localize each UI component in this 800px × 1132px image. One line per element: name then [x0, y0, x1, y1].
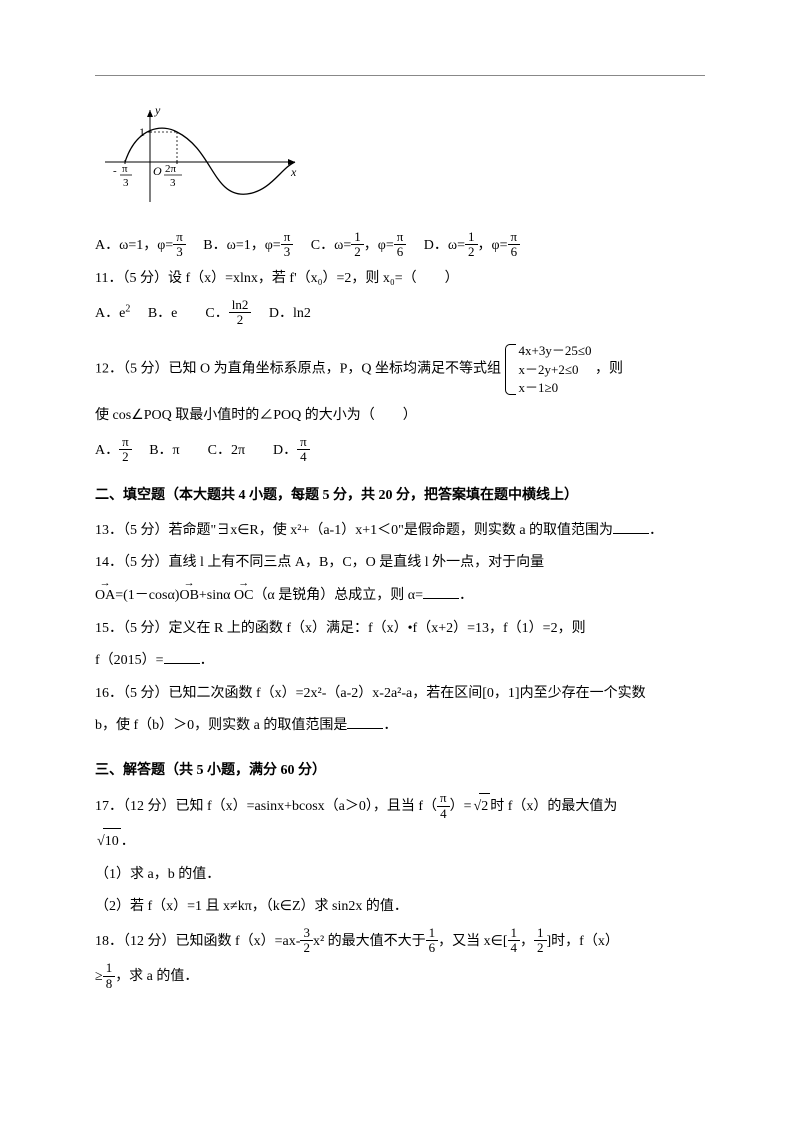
- q18-f2: 16: [426, 926, 439, 956]
- sine-svg: y x 1 O - π 3 2π 3: [95, 102, 305, 212]
- svg-text:1: 1: [139, 125, 145, 139]
- q16-line1: 16．（5 分）已知二次函数 f（x）=2x²-（a-2）x-2a²-a，若在区…: [95, 681, 705, 708]
- q10-a: A．ω=1，φ=: [95, 238, 173, 253]
- q17-part2: （2）若 f（x）=1 且 x≠kπ，（k∈Z）求 sin2x 的值．: [95, 894, 705, 921]
- q18-f1: 32: [300, 926, 313, 956]
- svg-text:2π: 2π: [165, 163, 177, 175]
- q12-system: 4x+3y－25≤0 x－2y+2≤0 x－1≥0: [505, 342, 592, 397]
- page-top-rule: [95, 75, 705, 76]
- q18-f3: 14: [508, 926, 521, 956]
- q11-options: A．e2 B．e C．ln22 D．ln2: [95, 299, 705, 329]
- svg-text:x: x: [290, 165, 297, 179]
- q10-c-f2: π6: [394, 230, 407, 260]
- q11-c-frac: ln22: [229, 298, 252, 328]
- blank: [164, 650, 200, 664]
- q10-b: B．ω=1，φ=: [189, 238, 280, 253]
- svg-text:3: 3: [123, 177, 129, 189]
- q18-f4: 12: [534, 926, 547, 956]
- q10-a-frac: π3: [173, 230, 186, 260]
- svg-text:O: O: [153, 164, 162, 178]
- q10-options: A．ω=1，φ=π3 B．ω=1，φ=π3 C．ω=12，φ=π6 D．ω=12…: [95, 231, 705, 261]
- vec-oc: OC: [234, 583, 253, 610]
- q12-d-frac: π4: [297, 435, 310, 465]
- svg-text:-: -: [113, 165, 117, 177]
- q17-sqrt10: 10．: [95, 828, 705, 856]
- svg-text:3: 3: [170, 177, 176, 189]
- q15-line1: 15．（5 分）定义在 R 上的函数 f（x）满足：f（x）•f（x+2）=13…: [95, 616, 705, 643]
- svg-text:y: y: [154, 103, 161, 117]
- q18-f5: 18: [103, 961, 116, 991]
- q10-c: C．ω=: [297, 238, 351, 253]
- blank: [347, 715, 383, 729]
- q15-line2: f（2015）=．: [95, 648, 705, 675]
- blank: [423, 585, 459, 599]
- q17-stem: 17．（12 分）已知 f（x）=asinx+bcosx（a＞0），且当 f（π…: [95, 792, 705, 822]
- q16-line2: b，使 f（b）＞0，则实数 a 的取值范围是．: [95, 713, 705, 740]
- q14-line2: OA=(1－cosα)OB+sinα OC（α 是锐角）总成立，则 α=．: [95, 583, 705, 610]
- sqrt-2: 2: [472, 793, 491, 821]
- q10-c-f1: 12: [351, 230, 364, 260]
- q17-frac: π4: [437, 791, 450, 821]
- q12-line2: 使 cos∠POQ 取最小值时的∠POQ 的大小为（ ）: [95, 403, 705, 430]
- q10-d: D．ω=: [410, 238, 465, 253]
- q18-line1: 18．（12 分）已知函数 f（x）=ax-32x² 的最大值不大于16，又当 …: [95, 927, 705, 957]
- sine-graph: y x 1 O - π 3 2π 3: [95, 102, 705, 223]
- q12-a-frac: π2: [119, 435, 132, 465]
- q17-part1: （1）求 a，b 的值．: [95, 862, 705, 889]
- q12-options: A．π2 B．π C．2π D．π4: [95, 436, 705, 466]
- section-3-header: 三、解答题（共 5 小题，满分 60 分）: [95, 758, 705, 785]
- q12-stem: 12．（5 分）已知 O 为直角坐标系原点，P，Q 坐标均满足不等式组 4x+3…: [95, 342, 705, 397]
- q13: 13．（5 分）若命题"∃x∈R，使 x²+（a-1）x+1＜0"是假命题，则实…: [95, 518, 705, 545]
- section-2-header: 二、填空题（本大题共 4 小题，每题 5 分，共 20 分，把答案填在题中横线上…: [95, 483, 705, 510]
- q10-d-f1: 12: [465, 230, 478, 260]
- blank: [613, 520, 649, 534]
- q10-b-frac: π3: [281, 230, 294, 260]
- q18-line2: ≥18，求 a 的值．: [95, 962, 705, 992]
- q10-d-f2: π6: [508, 230, 521, 260]
- vec-ob: OB: [179, 583, 198, 610]
- q11-stem: 11．（5 分）设 f（x）=xlnx，若 f'（x₀）=2，则 x₀=（ ）: [95, 266, 705, 293]
- svg-text:π: π: [122, 163, 128, 175]
- sqrt-10: 10: [95, 828, 121, 856]
- vec-oa: OA: [95, 583, 115, 610]
